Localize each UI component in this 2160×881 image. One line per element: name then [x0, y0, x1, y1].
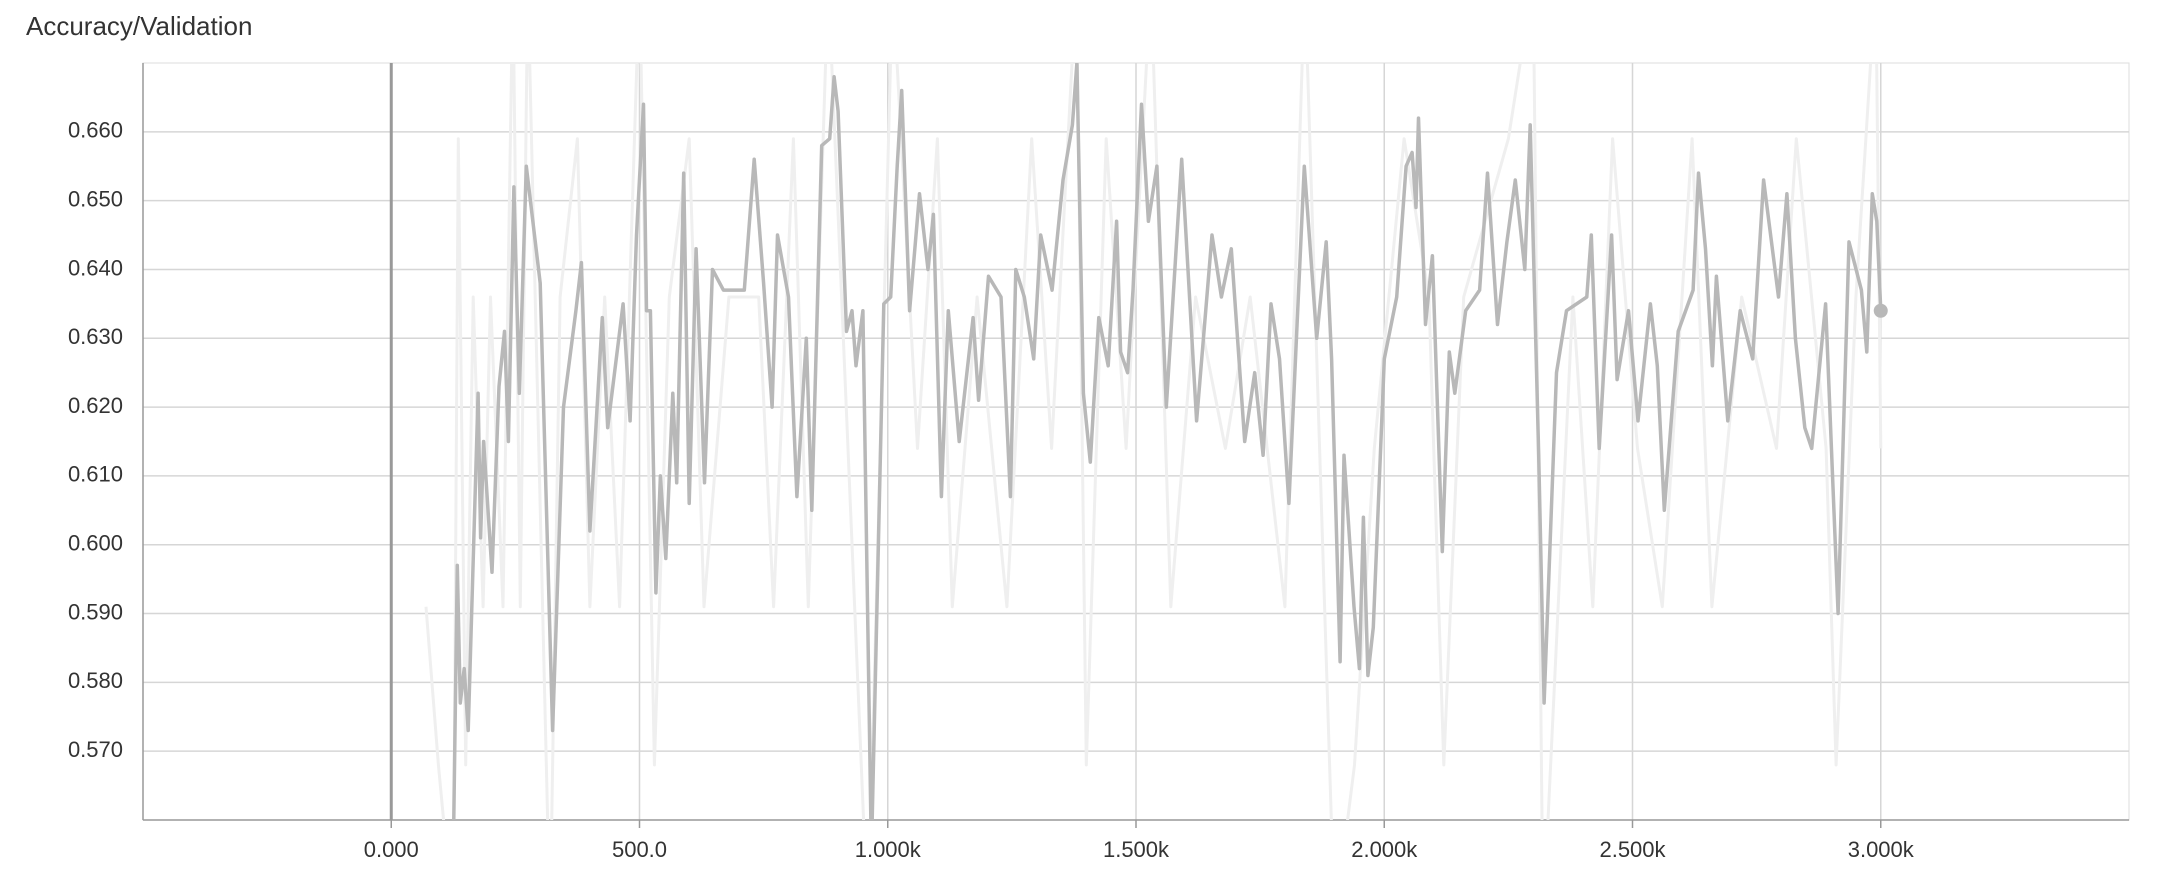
x-tick-label: 0.000 [364, 837, 419, 862]
y-tick-label: 0.630 [68, 324, 123, 349]
y-tick-label: 0.580 [68, 668, 123, 693]
y-tick-label: 0.570 [68, 737, 123, 762]
chart-title: Accuracy/Validation [26, 11, 252, 41]
plot-area [424, 63, 1888, 820]
y-tick-label: 0.650 [68, 186, 123, 211]
x-tick-label: 3.000k [1848, 837, 1915, 862]
y-tick-label: 0.590 [68, 599, 123, 624]
x-tick-label: 1.500k [1103, 837, 1170, 862]
end-point [1873, 303, 1888, 318]
x-tick-label: 2.500k [1599, 837, 1666, 862]
series-line [452, 63, 1883, 820]
y-tick-label: 0.640 [68, 255, 123, 280]
x-tick-label: 500.0 [612, 837, 667, 862]
x-tick-label: 1.000k [855, 837, 922, 862]
y-tick-label: 0.620 [68, 393, 123, 418]
y-tick-label: 0.610 [68, 462, 123, 487]
y-tick-label: 0.660 [68, 118, 123, 143]
x-tick-label: 2.000k [1351, 837, 1418, 862]
y-tick-label: 0.600 [68, 531, 123, 556]
